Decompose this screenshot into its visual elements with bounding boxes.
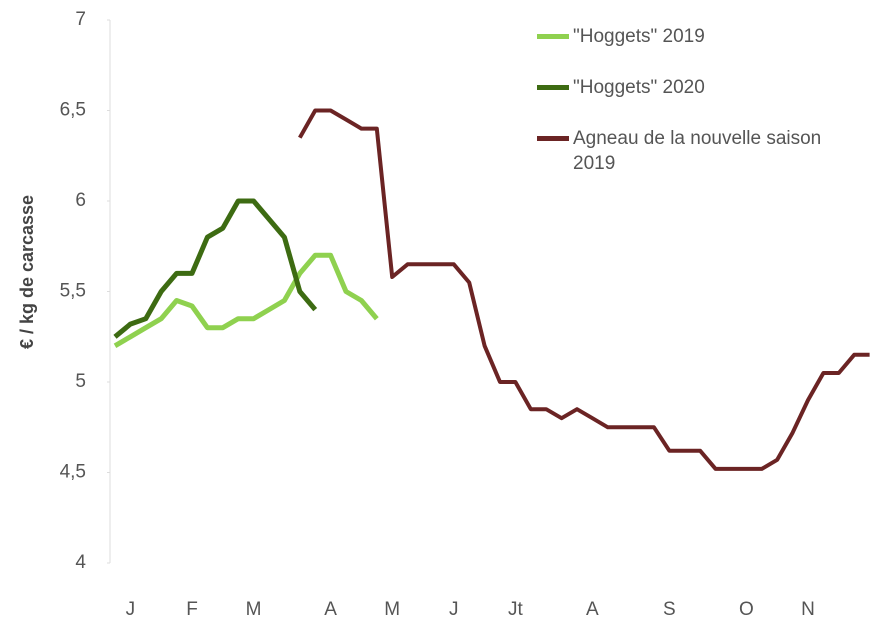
x-tick-label: M (246, 599, 262, 620)
legend: "Hoggets" 2019 "Hoggets" 2020 Agneau de la… (537, 24, 867, 202)
x-tick-label: Jt (508, 599, 524, 620)
y-tick-label: 5,5 (60, 281, 86, 302)
x-tick-label: A (324, 599, 337, 620)
x-tick-label: F (186, 599, 198, 620)
series-line (113, 252, 379, 348)
y-tick-label: 4,5 (60, 462, 86, 483)
legend-item: "Hoggets" 2019 (537, 24, 867, 49)
x-tick-label: J (449, 599, 459, 620)
x-tick-label: S (663, 599, 676, 620)
y-tick-label: 5 (75, 371, 86, 392)
y-tick-label: 4 (75, 552, 86, 573)
legend-swatch (537, 85, 569, 90)
x-tick-label: N (801, 599, 815, 620)
legend-label: "Hoggets" 2020 (573, 77, 705, 98)
legend-label: "Hoggets" 2019 (573, 26, 705, 47)
series-line (113, 198, 318, 339)
legend-label: Agneau de la nouvelle saison 2019 (573, 128, 822, 174)
legend-item: Agneau de la nouvelle saison 2019 (537, 126, 867, 176)
x-tick-label: A (586, 599, 599, 620)
x-tick-label: O (739, 599, 754, 620)
x-tick-label: J (126, 599, 136, 620)
y-tick-label: 6 (75, 190, 86, 211)
y-tick-label: 6,5 (60, 100, 86, 121)
legend-swatch (537, 34, 569, 39)
legend-swatch (537, 136, 569, 141)
y-axis-label: € / kg de carcasse (17, 195, 37, 349)
series-line (298, 108, 870, 471)
x-tick-label: M (384, 599, 400, 620)
legend-item: "Hoggets" 2020 (537, 75, 867, 100)
y-tick-label: 7 (75, 9, 86, 30)
